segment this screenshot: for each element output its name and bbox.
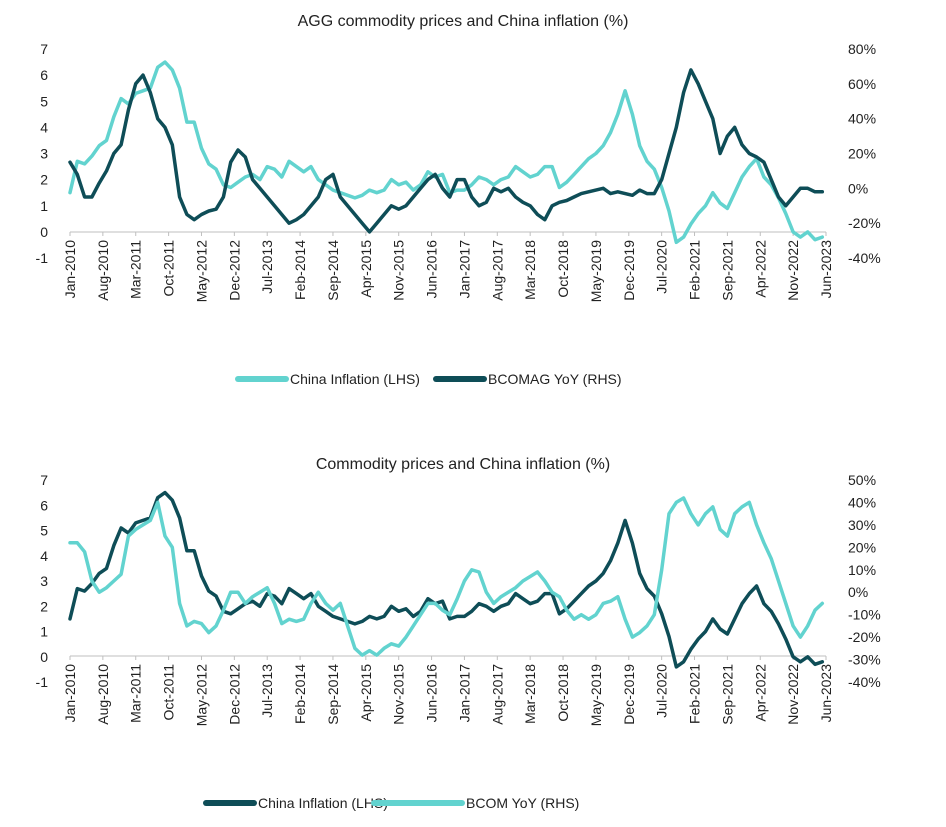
right-y-tick-label: 20% [848,539,876,555]
left-y-tick-label: 7 [40,472,48,488]
x-tick-label: Mar-2018 [522,664,538,724]
x-tick-label: Jan-2010 [62,664,78,723]
right-y-tick-label: 50% [848,472,876,488]
left-y-tick-label: 3 [40,146,48,162]
x-tick-label: Oct-2011 [161,664,177,721]
left-y-tick-label: 0 [40,224,48,240]
left-y-tick-label: 4 [40,548,48,564]
right-y-tick-label: -10% [848,607,881,623]
x-tick-label: Dec-2012 [226,664,242,725]
left-y-tick-label: 1 [40,198,48,214]
left-y-tick-label: 5 [40,523,48,539]
x-tick-label: Jan-2017 [456,240,472,299]
x-tick-label: Apr-2022 [752,664,768,722]
right-y-tick-label: 20% [848,146,876,162]
left-y-tick-label: 0 [40,649,48,665]
x-tick-label: Nov-2022 [785,240,801,301]
x-tick-label: Feb-2014 [292,664,308,724]
series-line-rhs [68,496,825,657]
left-y-tick-label: 4 [40,119,48,135]
right-y-tick-label: 40% [848,111,876,127]
x-tick-label: Jul-2020 [654,240,670,294]
legend-label: China Inflation (LHS) [258,795,388,811]
left-y-tick-label: 1 [40,624,48,640]
x-tick-label: Jun-2023 [818,664,834,723]
x-tick-label: May-2019 [588,664,604,726]
x-tick-label: Mar-2011 [128,664,144,723]
x-tick-label: Aug-2010 [95,240,111,301]
x-tick-label: Feb-2021 [687,664,703,724]
legend-label: BCOMAG YoY (RHS) [488,371,622,387]
x-tick-label: Oct-2011 [161,240,177,297]
right-y-tick-label: 30% [848,517,876,533]
x-tick-label: Sep-2021 [719,240,735,301]
left-y-tick-label: -1 [36,250,49,266]
x-tick-label: Apr-2015 [358,240,374,298]
x-tick-label: Jan-2010 [62,240,78,299]
x-tick-label: Mar-2011 [128,240,144,299]
right-y-tick-label: 0% [848,180,868,196]
left-y-tick-label: 2 [40,172,48,188]
left-y-tick-label: 5 [40,93,48,109]
x-tick-label: Aug-2010 [95,664,111,725]
x-tick-label: May-2012 [193,664,209,726]
x-tick-label: Mar-2018 [522,240,538,300]
right-y-tick-label: 10% [848,562,876,578]
x-tick-label: Sep-2021 [719,664,735,725]
x-tick-label: May-2019 [588,240,604,302]
left-y-tick-label: 3 [40,573,48,589]
series-line-lhs [68,490,825,669]
x-tick-label: Feb-2021 [687,240,703,300]
right-y-tick-label: -40% [848,674,881,690]
x-tick-label: Jul-2013 [259,240,275,294]
x-tick-label: Nov-2022 [785,664,801,725]
left-y-tick-label: 2 [40,598,48,614]
right-y-tick-label: -40% [848,250,881,266]
x-tick-label: May-2012 [193,240,209,302]
left-y-tick-label: 7 [40,41,48,57]
right-y-tick-label: -30% [848,652,881,668]
right-y-tick-label: 60% [848,76,876,92]
x-tick-label: Jun-2016 [424,664,440,723]
right-y-tick-label: -20% [848,629,881,645]
x-tick-label: Feb-2014 [292,240,308,300]
x-tick-label: Nov-2015 [391,664,407,725]
left-y-tick-label: -1 [36,674,49,690]
x-tick-label: Aug-2017 [489,664,505,725]
series-line-rhs [68,68,825,234]
x-tick-label: Apr-2015 [358,664,374,722]
x-tick-label: Dec-2019 [621,664,637,725]
chart-title: Commodity prices and China inflation (%) [316,456,610,473]
chart-2: Commodity prices and China inflation (%)… [36,456,881,811]
chart-title: AGG commodity prices and China inflation… [298,13,629,30]
right-y-tick-label: 80% [848,41,876,57]
x-tick-label: Dec-2012 [226,240,242,301]
x-tick-label: Apr-2022 [752,240,768,298]
x-tick-label: Oct-2018 [555,664,571,722]
x-tick-label: Sep-2014 [325,240,341,301]
right-y-tick-label: 0% [848,584,868,600]
right-y-tick-label: -20% [848,215,881,231]
x-tick-label: Jul-2013 [259,664,275,718]
x-tick-label: Nov-2015 [391,240,407,301]
legend-label: BCOM YoY (RHS) [466,795,579,811]
x-tick-label: Dec-2019 [621,240,637,301]
left-y-tick-label: 6 [40,497,48,513]
x-tick-label: Jan-2017 [456,664,472,723]
x-tick-label: Sep-2014 [325,664,341,725]
x-tick-label: Oct-2018 [555,240,571,298]
x-tick-label: Jul-2020 [654,664,670,718]
x-tick-label: Jun-2023 [818,240,834,299]
right-y-tick-label: 40% [848,494,876,510]
x-tick-label: Aug-2017 [489,240,505,301]
series-line-lhs [68,60,825,245]
chart-1: AGG commodity prices and China inflation… [36,13,881,387]
x-tick-label: Jun-2016 [424,240,440,299]
legend-label: China Inflation (LHS) [290,371,420,387]
left-y-tick-label: 6 [40,67,48,83]
